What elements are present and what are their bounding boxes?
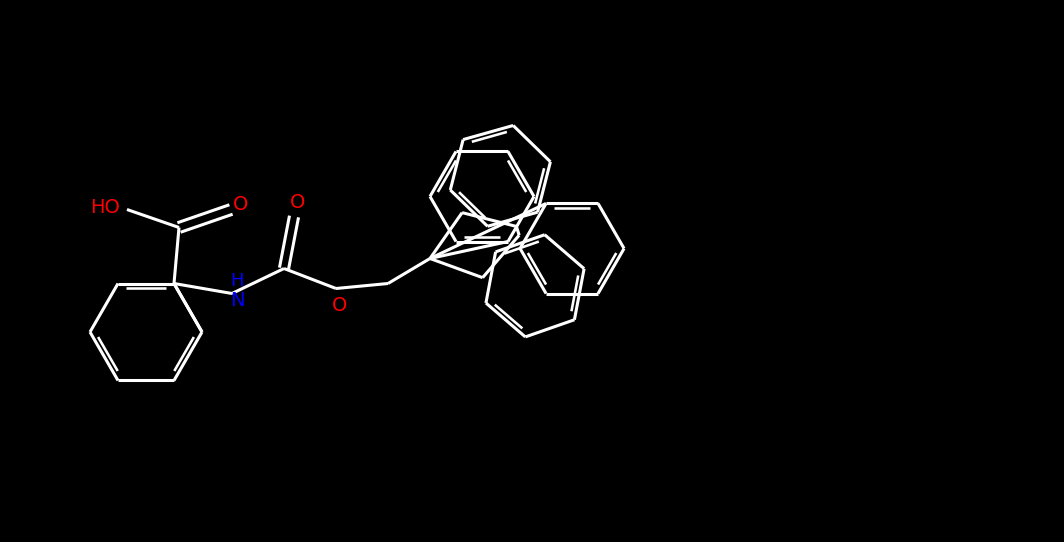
Text: HO: HO bbox=[90, 198, 120, 217]
Text: O: O bbox=[290, 193, 305, 212]
Text: O: O bbox=[332, 296, 348, 315]
Text: H: H bbox=[230, 272, 244, 289]
Text: O: O bbox=[233, 195, 249, 214]
Text: N: N bbox=[230, 291, 245, 310]
